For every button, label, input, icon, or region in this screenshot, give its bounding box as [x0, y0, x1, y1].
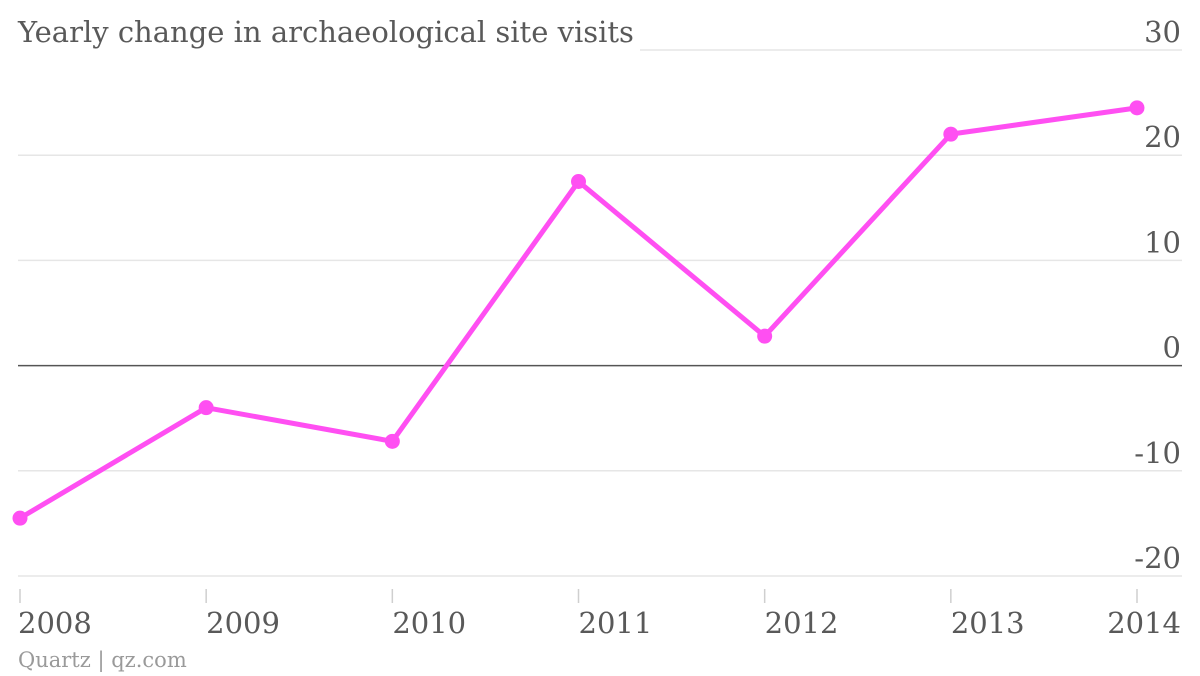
- x-tick-label: 2010: [392, 606, 466, 640]
- series-line: [17, 105, 1140, 521]
- x-tick-label: 2009: [206, 606, 280, 640]
- x-tick-label: 2008: [18, 606, 92, 640]
- y-tick-label: -10: [1134, 436, 1181, 470]
- data-point: [12, 510, 28, 526]
- chart-title: Yearly change in archaeological site vis…: [17, 15, 634, 49]
- x-tick-label: 2011: [579, 606, 653, 640]
- y-tick-label: -20: [1134, 541, 1181, 575]
- x-tick-label: 2013: [951, 606, 1025, 640]
- x-axis-ticks: 2008 2009 2010 2011 2012 2013 2014: [18, 589, 1181, 640]
- data-point: [943, 126, 959, 142]
- y-tick-label: 30: [1144, 15, 1181, 49]
- x-tick-label: 2012: [765, 606, 839, 640]
- y-tick-label: 0: [1163, 331, 1181, 365]
- data-point: [757, 328, 773, 344]
- data-point: [384, 433, 400, 449]
- data-point: [1129, 100, 1145, 116]
- y-tick-label: 10: [1144, 225, 1181, 259]
- y-axis-tick-labels: 30 20 10 0 -10 -20: [1134, 15, 1181, 575]
- data-series: [12, 100, 1145, 526]
- data-point: [198, 400, 214, 416]
- x-tick-label: 2014: [1107, 606, 1181, 640]
- gridlines: [18, 49, 1182, 577]
- y-tick-label: 20: [1144, 120, 1181, 154]
- source-credit: Quartz | qz.com: [18, 648, 187, 673]
- data-point: [571, 174, 586, 189]
